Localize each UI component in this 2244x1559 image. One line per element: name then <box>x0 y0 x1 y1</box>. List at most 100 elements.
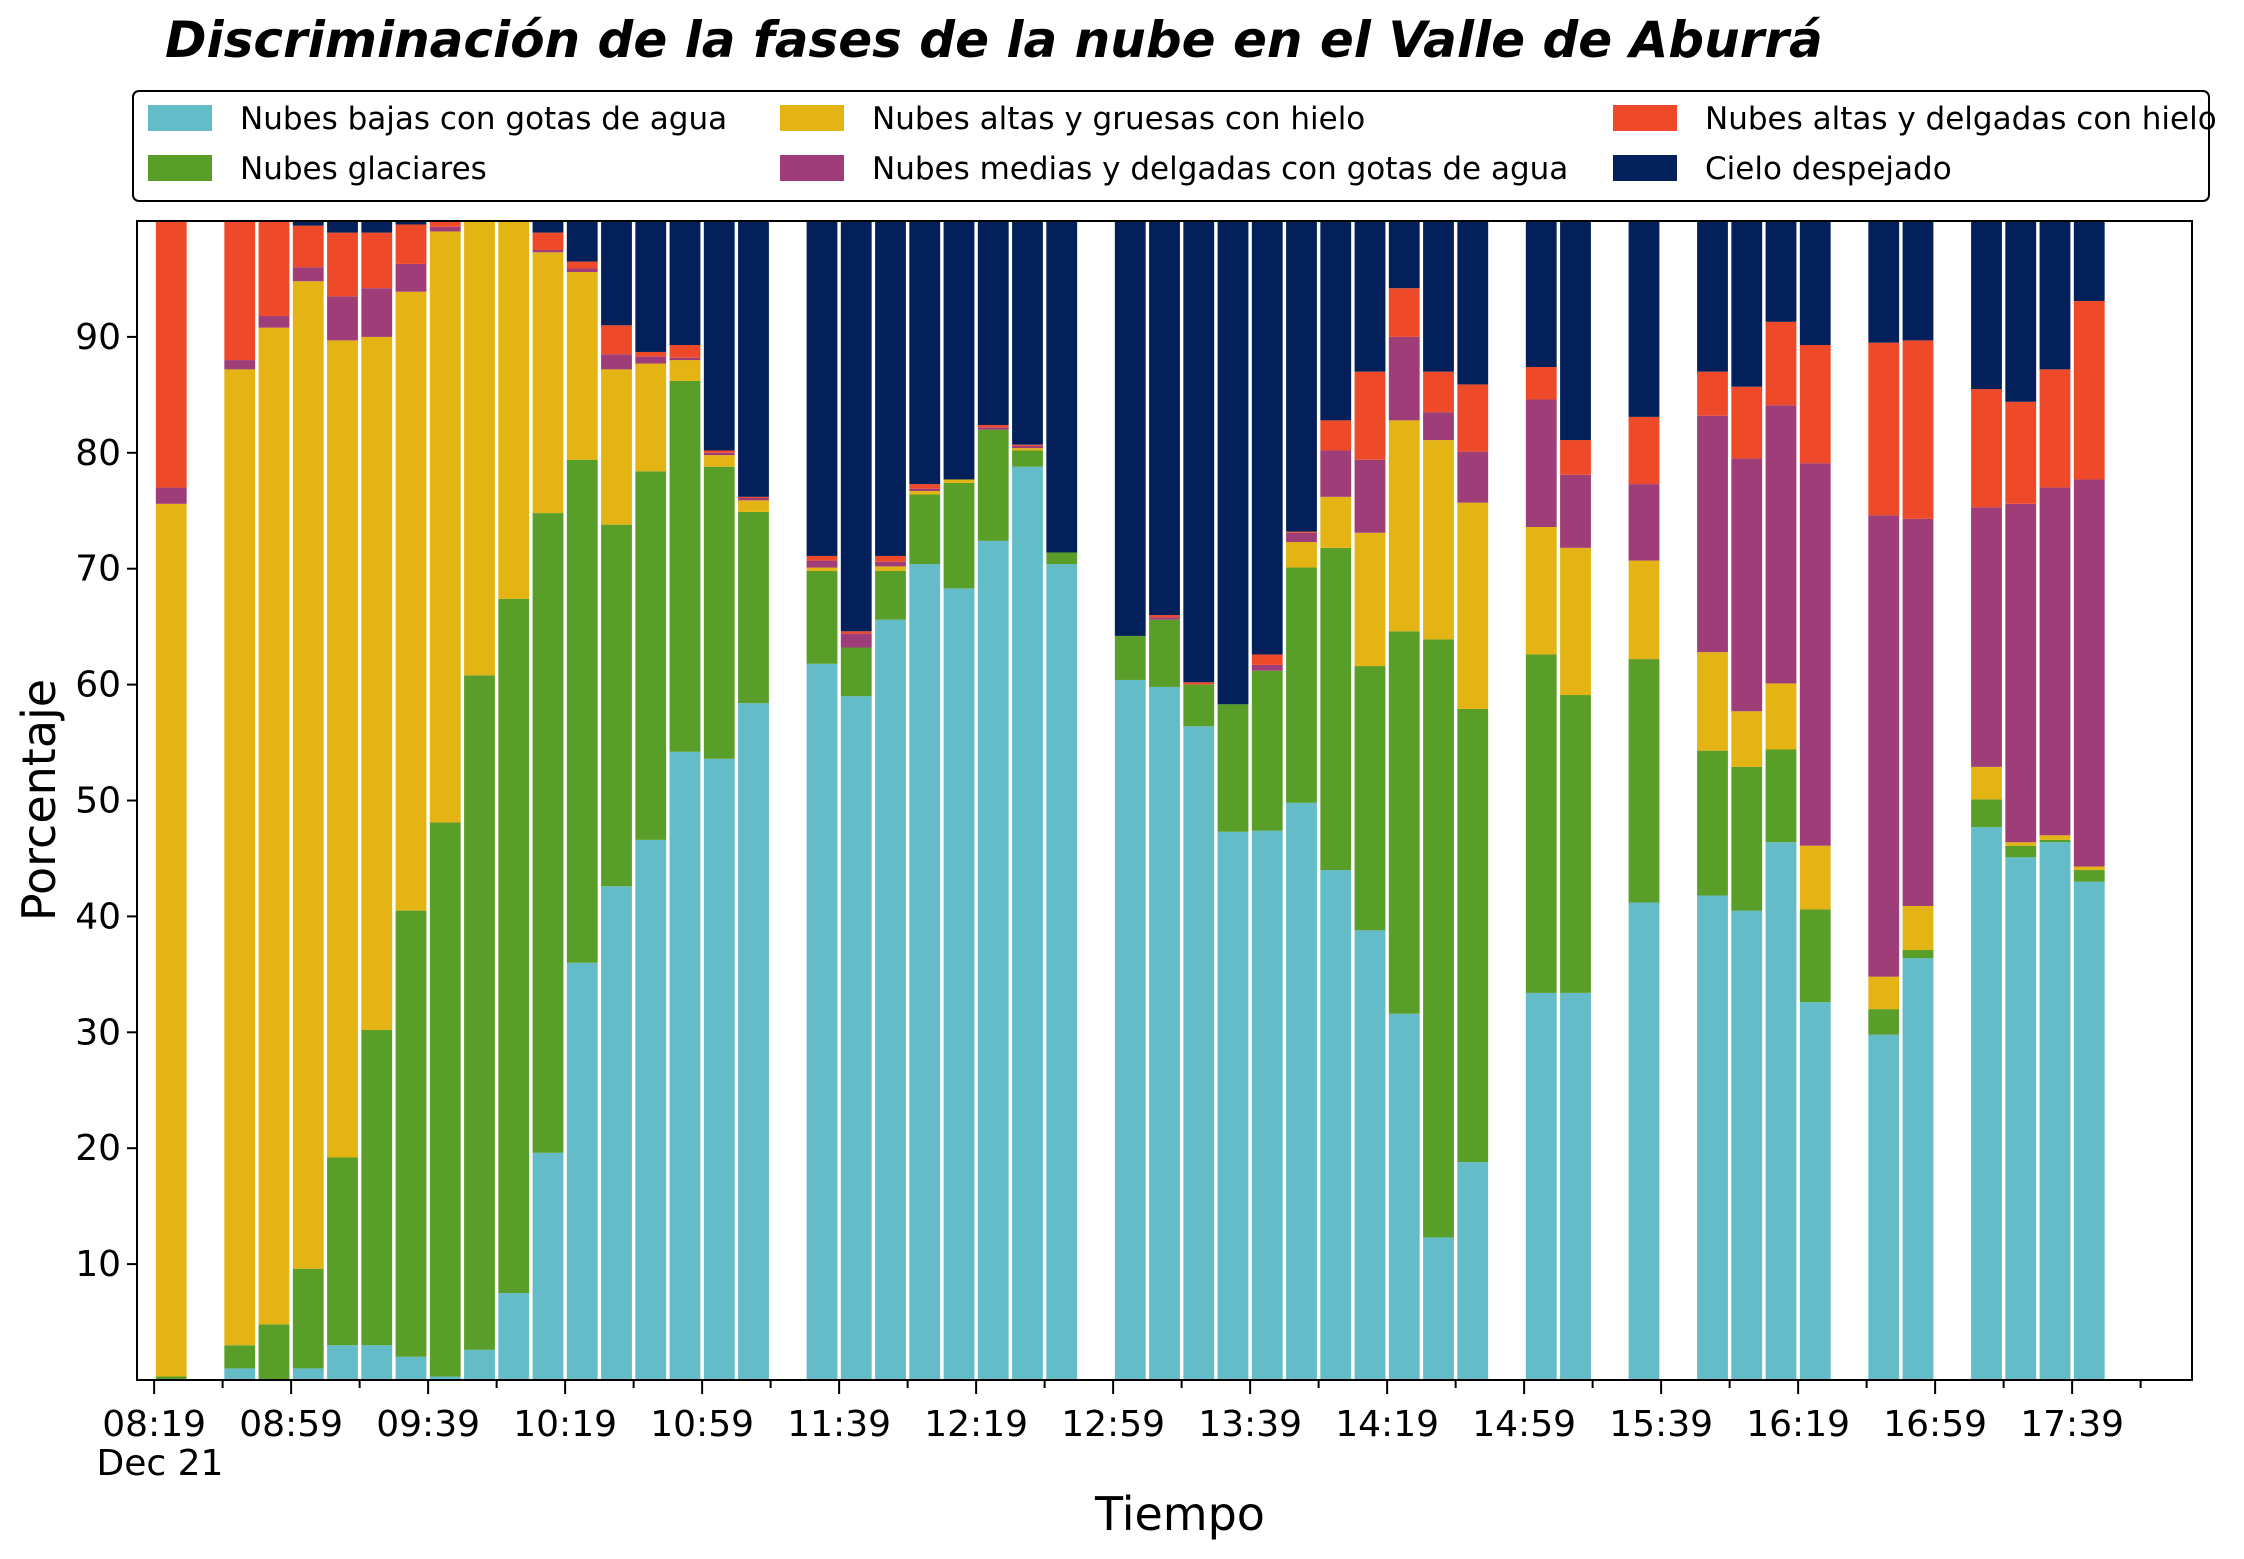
bar-segment <box>1697 221 1728 372</box>
bar-segment <box>1868 976 1900 1010</box>
bar-segment <box>292 1368 324 1380</box>
bar-segment <box>2073 881 2105 1380</box>
bar-stack <box>1731 221 1763 1380</box>
bar-segment <box>635 839 667 1380</box>
x-tick-label: 12:19 <box>924 1404 1028 1445</box>
bar-segment <box>1868 1009 1900 1035</box>
bar-segment <box>292 267 324 282</box>
bar-segment <box>806 663 838 1380</box>
legend-label: Nubes medias y delgadas con gotas de agu… <box>872 151 1568 187</box>
bar-segment <box>1217 831 1249 1380</box>
bar-stack <box>361 221 393 1380</box>
bar-segment <box>395 291 427 911</box>
bar-stack <box>738 221 769 1380</box>
bar-segment <box>2039 835 2071 840</box>
bar-segment <box>1799 909 1831 1003</box>
bar-segment <box>532 513 564 1153</box>
bar-stack <box>977 221 1009 1380</box>
bar-segment <box>1183 221 1215 683</box>
bar-segment <box>1251 221 1283 655</box>
bar-segment <box>395 263 427 292</box>
bar-segment <box>875 619 906 1380</box>
bar-stack <box>669 221 701 1380</box>
bar-segment <box>1868 515 1900 977</box>
x-tick-label: 17:39 <box>2020 1404 2124 1445</box>
bar-segment <box>1765 749 1797 843</box>
bar-segment <box>258 316 290 328</box>
bar-segment <box>1354 666 1386 931</box>
bar-segment <box>943 479 975 483</box>
x-tick-label: 16:19 <box>1746 1404 1850 1445</box>
bar-stack <box>1765 221 1797 1380</box>
bar-segment <box>224 369 256 1346</box>
bar-segment <box>1525 992 1557 1380</box>
bar-segment <box>1560 440 1591 475</box>
bar-segment <box>943 588 975 1380</box>
bar-segment <box>395 221 427 225</box>
bar-segment <box>909 494 941 565</box>
bar-segment <box>1560 474 1591 548</box>
bar-segment <box>155 503 187 1377</box>
bar-segment <box>1628 484 1660 561</box>
bar-segment <box>601 369 632 525</box>
bar-segment <box>669 751 701 1380</box>
bar-segment <box>1320 450 1352 497</box>
bar-segment <box>840 221 872 632</box>
bar-segment <box>1423 412 1454 441</box>
bar-segment <box>1628 902 1660 1380</box>
x-tick-label: 16:59 <box>1883 1404 1987 1445</box>
bar-stack <box>909 221 941 1380</box>
legend-label: Nubes glaciares <box>240 151 487 187</box>
bar-segment <box>601 325 632 355</box>
bar-segment <box>1251 670 1283 831</box>
bar-segment <box>806 560 838 568</box>
x-date-label: Dec 21 <box>97 1443 224 1484</box>
bar-segment <box>738 511 769 704</box>
bar-segment <box>1388 288 1420 337</box>
bar-segment <box>327 340 358 1158</box>
bar-segment <box>1149 617 1180 620</box>
x-tick-label: 08:59 <box>239 1404 343 1445</box>
plot-area: 10 20 30 40 50 60 70 80 90 08:19 08:59 09:39 10:19 1… <box>75 220 2193 1445</box>
bar-segment <box>703 452 735 456</box>
x-tick-label: 14:19 <box>1335 1404 1439 1445</box>
bar-segment <box>1286 532 1317 543</box>
bar-stack <box>566 221 598 1380</box>
bar-stack <box>1971 221 2002 1380</box>
bar-stack <box>2039 221 2071 1380</box>
bar-segment <box>327 1157 358 1346</box>
bar-segment <box>1971 389 2002 508</box>
y-tick-label: 10 <box>75 1244 121 1285</box>
legend-label: Nubes altas y delgadas con hielo <box>1705 101 2217 137</box>
bar-segment <box>703 455 735 467</box>
bar-segment <box>566 272 598 460</box>
bar-segment <box>1114 679 1146 1380</box>
legend-swatch <box>780 105 844 131</box>
bar-stack <box>1799 221 1831 1380</box>
bar-segment <box>258 327 290 1325</box>
bar-segment <box>1354 459 1386 533</box>
bar-segment <box>1902 221 1934 341</box>
bar-segment <box>2073 221 2105 301</box>
bar-segment <box>1286 542 1317 568</box>
legend-swatch <box>1613 155 1677 181</box>
bar-stack <box>1354 221 1386 1380</box>
bar-segment <box>806 567 838 572</box>
bar-segment <box>1525 654 1557 993</box>
bar-segment <box>1388 221 1420 289</box>
bar-segment <box>224 1345 256 1369</box>
bar-segment <box>806 555 838 561</box>
bar-segment <box>361 336 393 1030</box>
bar-segment <box>2005 221 2037 402</box>
bar-segment <box>1902 518 1934 906</box>
bar-segment <box>703 221 735 451</box>
bar-segment <box>1012 466 1043 1381</box>
legend-label: Nubes altas y gruesas con hielo <box>872 101 1365 137</box>
bar-stack <box>1697 221 1728 1380</box>
bar-segment <box>1457 502 1489 709</box>
bar-segment <box>977 427 1009 430</box>
bar-stack <box>429 221 461 1380</box>
bar-segment <box>1388 631 1420 1014</box>
bar-segment <box>361 288 393 337</box>
bar-segment <box>1012 448 1043 451</box>
